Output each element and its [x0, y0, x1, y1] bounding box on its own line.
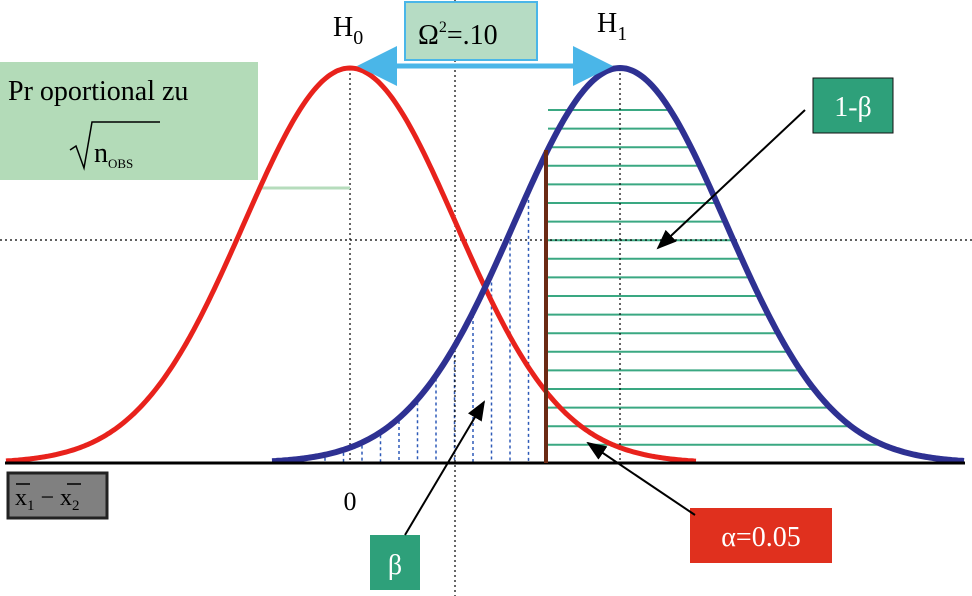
root-sub: OBS: [108, 156, 133, 171]
alpha-box: [690, 508, 832, 563]
root-sign: [69, 121, 160, 171]
h1-sub: 1: [617, 23, 627, 45]
diff-x2: x: [60, 485, 72, 511]
effect-label: Ω2=.10: [418, 19, 498, 51]
diff-sub1: 1: [27, 498, 35, 514]
zero-label: 0: [344, 487, 357, 516]
difference-label: x1− x2: [15, 485, 80, 514]
h0-curve: [5, 65, 697, 464]
diff-minus: −: [41, 485, 55, 511]
effect-sup: 2: [439, 19, 447, 36]
root-main: n: [94, 138, 108, 169]
beta-box: [370, 535, 420, 590]
alpha-label: α=0.05: [721, 522, 800, 553]
effect-main: Ω: [418, 20, 439, 51]
power-box: [812, 77, 894, 134]
beta-label: β: [388, 550, 402, 581]
h0-label: H0: [333, 12, 363, 49]
diff-x1: x: [15, 485, 27, 511]
h0-sub: 0: [353, 27, 363, 49]
effect-box: [404, 1, 538, 61]
h1-main: H: [597, 8, 617, 39]
beta-arrow: [404, 400, 486, 536]
root-label: nOBS: [94, 138, 133, 171]
effect-rest: =.10: [447, 20, 498, 51]
h1-curve: [271, 64, 965, 465]
alpha-arrow: [586, 441, 696, 516]
h1-label: H1: [597, 8, 627, 45]
power-label: 1-β: [834, 92, 872, 123]
diff-sub2: 2: [72, 498, 80, 514]
proportional-box: [0, 62, 258, 180]
h0-main: H: [333, 12, 353, 43]
proportional-text: Pr oportional zu: [8, 76, 188, 107]
difference-box: [6, 471, 109, 520]
power-arrow: [656, 109, 806, 250]
